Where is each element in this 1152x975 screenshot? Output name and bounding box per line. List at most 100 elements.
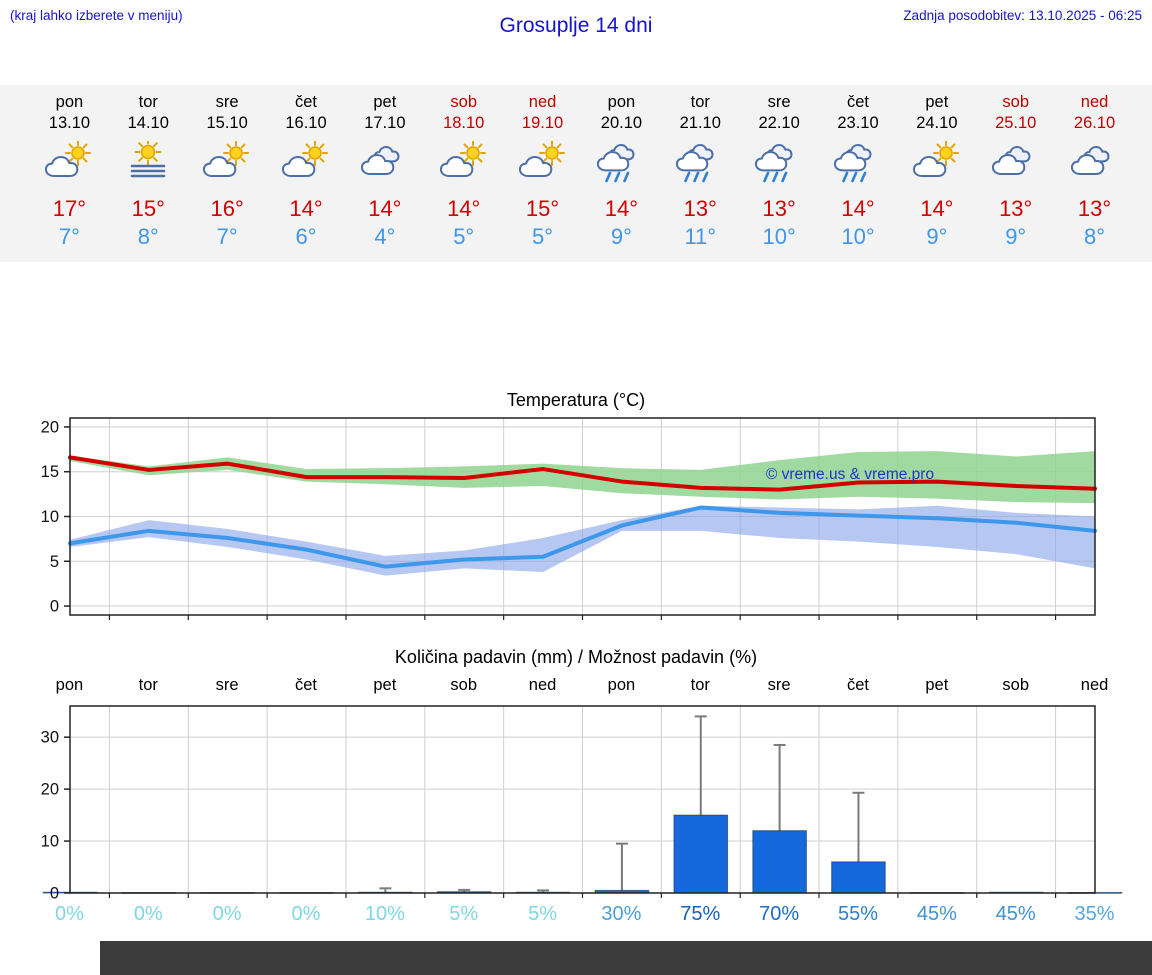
- precip-probability: 35%: [1074, 903, 1115, 925]
- precipitation-chart: 0 10 20 30: [41, 705, 1123, 901]
- forecast-day-column: ned 19.10 15° 5°: [503, 92, 582, 249]
- precip-day-label: sob: [450, 676, 478, 694]
- high-temp: 17°: [52, 196, 87, 221]
- forecast-day-column: čet 16.10 14° 6°: [267, 92, 346, 249]
- forecast-day-column: sob 25.10 13° 9°: [976, 92, 1055, 249]
- day-name: pon: [607, 93, 636, 111]
- svg-text:15: 15: [41, 463, 59, 481]
- high-temp: 13°: [762, 196, 796, 221]
- low-temp: 7°: [58, 224, 80, 249]
- precip-probability: 30%: [601, 903, 642, 925]
- day-name: čet: [294, 93, 317, 111]
- precip-probability: 45%: [916, 903, 957, 925]
- precip-day-label: ned: [1080, 676, 1109, 694]
- day-date: 16.10: [285, 114, 327, 132]
- low-temp: 9°: [1005, 224, 1027, 249]
- day-name: čet: [846, 93, 869, 111]
- precip-day-label: ned: [528, 676, 557, 694]
- partly-sunny-icon: [201, 137, 253, 187]
- day-name: pon: [55, 93, 84, 111]
- watermark-link[interactable]: © vreme.us & vreme.pro: [766, 466, 934, 483]
- precip-probability: 55%: [837, 903, 878, 925]
- precip-probability: 0%: [54, 903, 84, 925]
- day-name: ned: [528, 93, 557, 111]
- precip-probability: 45%: [995, 903, 1036, 925]
- partly-sunny-icon: [911, 137, 963, 187]
- forecast-day-column: pon 20.10 14° 9°: [582, 92, 661, 249]
- forecast-day-column: ned 26.10 13° 8°: [1055, 92, 1134, 249]
- day-date: 25.10: [995, 114, 1037, 132]
- precip-probability: 5%: [528, 903, 558, 925]
- day-date: 17.10: [364, 114, 406, 132]
- temperature-chart-title: Temperatura (°C): [506, 390, 646, 410]
- temperature-chart: 0 5 10 15 20 © vreme.us & vreme.pro: [41, 417, 1097, 620]
- forecast-day-column: sre 22.10 13° 10°: [740, 92, 819, 249]
- day-date: 19.10: [521, 114, 564, 132]
- day-date: 26.10: [1073, 114, 1116, 132]
- partly-sunny-icon: [438, 137, 490, 187]
- footer-bar: [100, 941, 1152, 975]
- day-date: 21.10: [679, 114, 721, 132]
- high-temp: 14°: [604, 196, 639, 221]
- day-date: 18.10: [443, 114, 485, 132]
- precip-probability: 0%: [291, 903, 321, 925]
- cloudy-icon: [1069, 137, 1121, 187]
- low-temp: 8°: [137, 224, 159, 249]
- svg-text:10: 10: [41, 508, 59, 526]
- forecast-day-column: pet 24.10 14° 9°: [897, 92, 976, 249]
- forecast-day-column: sob 18.10 14° 5°: [424, 92, 503, 249]
- precip-day-label: tor: [690, 676, 710, 694]
- forecast-strip: pon 13.10 17° 7° tor 14.10 15° 8° sre 15.10 16° 7° č…: [0, 85, 1152, 262]
- day-date: 20.10: [600, 114, 643, 132]
- day-date: 13.10: [48, 114, 91, 132]
- high-temp: 14°: [368, 196, 402, 221]
- high-temp: 13°: [683, 196, 717, 221]
- fog-sun-icon: [122, 137, 174, 187]
- low-temp: 10°: [762, 224, 796, 249]
- rain-icon: [674, 137, 726, 187]
- partly-sunny-icon: [517, 137, 569, 187]
- svg-text:30: 30: [41, 729, 59, 747]
- rain-icon: [595, 137, 647, 187]
- partly-sunny-icon: [43, 137, 95, 187]
- precip-probability: 10%: [364, 903, 405, 925]
- precip-probability: 0%: [212, 903, 242, 925]
- day-name: ned: [1080, 93, 1109, 111]
- high-temp: 13°: [1077, 196, 1112, 221]
- precip-probability: 70%: [759, 903, 800, 925]
- forecast-strip-grid: pon 13.10 17° 7° tor 14.10 15° 8° sre 15.10 16° 7° č…: [30, 92, 1134, 249]
- svg-text:0: 0: [50, 885, 59, 901]
- high-temp: 14°: [447, 196, 481, 221]
- day-name: tor: [138, 93, 158, 111]
- svg-text:20: 20: [41, 418, 59, 436]
- day-name: sob: [450, 93, 478, 111]
- cloudy-icon: [359, 137, 411, 187]
- precip-probability: 0%: [133, 903, 163, 925]
- low-temp: 4°: [374, 224, 396, 249]
- low-temp: 5°: [532, 224, 554, 249]
- high-temp: 14°: [289, 196, 323, 221]
- precip-day-labels-row: pon tor sre čet pet sob ned pon tor sre čet pet sob n…: [30, 676, 1134, 695]
- low-temp: 7°: [216, 224, 238, 249]
- rain-icon: [832, 137, 884, 187]
- precip-day-label: pet: [373, 676, 397, 694]
- high-temp: 16°: [210, 196, 244, 221]
- precip-day-label: sre: [215, 676, 239, 694]
- day-name: pet: [373, 93, 397, 111]
- precip-bar: [831, 861, 886, 894]
- day-date: 15.10: [206, 114, 248, 132]
- forecast-day-column: čet 23.10 14° 10°: [819, 92, 898, 249]
- high-temp: 15°: [131, 196, 165, 221]
- precip-probability-row: 0% 0% 0% 0% 10% 5% 5% 30% 75% 70% 55% 45% 45% 35%: [30, 903, 1134, 926]
- day-date: 23.10: [837, 114, 879, 132]
- low-temp: 6°: [295, 224, 317, 249]
- svg-text:5: 5: [50, 553, 59, 571]
- page-title: Grosuplje 14 dni: [499, 14, 653, 37]
- precip-day-label: pon: [55, 676, 84, 694]
- forecast-day-column: pon 13.10 17° 7°: [30, 92, 109, 249]
- low-temp: 11°: [684, 224, 717, 249]
- day-name: sre: [215, 93, 239, 111]
- svg-text:10: 10: [41, 833, 59, 851]
- partly-sunny-icon: [280, 137, 332, 187]
